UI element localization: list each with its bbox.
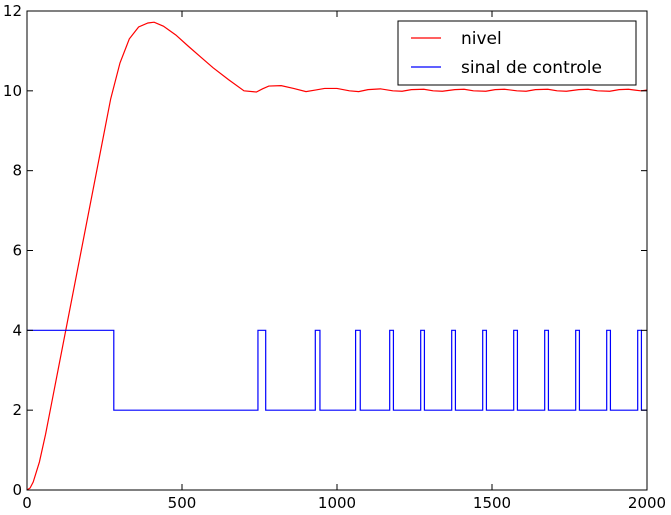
x-tick-label: 0 [22, 494, 32, 512]
y-tick-label: 2 [12, 401, 22, 419]
y-tick-label: 10 [3, 82, 22, 100]
x-tick-label: 500 [168, 494, 197, 512]
x-tick-label: 1000 [318, 494, 356, 512]
y-tick-label: 0 [12, 481, 22, 499]
legend-box [397, 20, 637, 86]
x-tick-label: 2000 [628, 494, 666, 512]
y-tick-label: 8 [12, 162, 22, 180]
legend: nivel sinal de controle [397, 20, 637, 86]
y-tick-label: 6 [12, 242, 22, 260]
y-tick-label: 4 [12, 321, 22, 339]
x-tick-label: 1500 [473, 494, 511, 512]
series-line-sinal-de-controle [27, 329, 647, 411]
y-tick-label: 12 [3, 2, 22, 20]
series-line-nivel [27, 21, 647, 490]
legend-label-sinal-de-controle: sinal de controle [461, 58, 602, 78]
legend-label-nivel: nivel [461, 29, 502, 49]
